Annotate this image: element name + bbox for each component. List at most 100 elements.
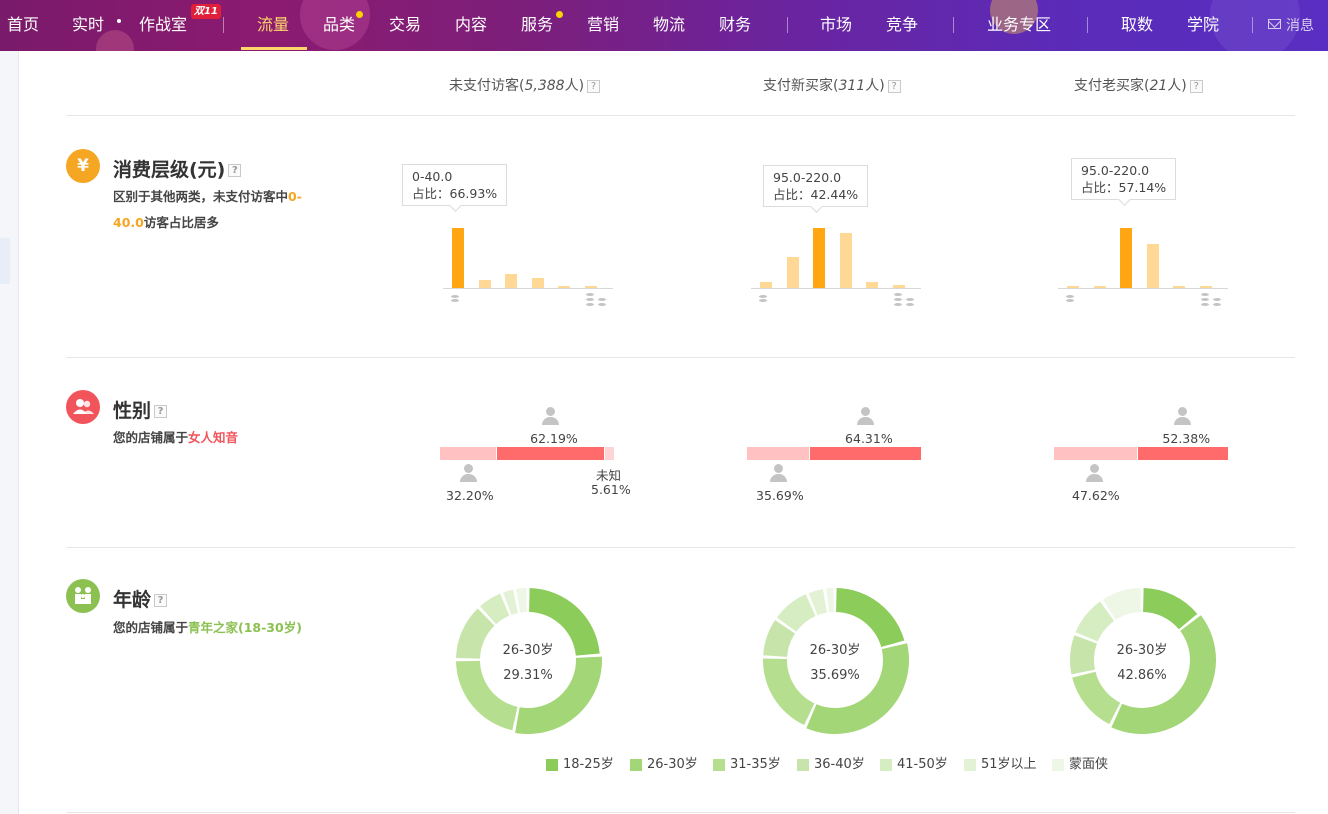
spend-bar[interactable] — [1067, 285, 1079, 288]
help-icon[interactable]: ? — [887, 79, 901, 93]
nav-item-0[interactable]: 首页 — [7, 15, 40, 34]
spend-tooltip: 0-40.0 占比：66.93% — [402, 164, 508, 206]
age-slice-26-30岁[interactable] — [515, 656, 602, 734]
legend-swatch — [546, 759, 558, 771]
donut-center-age: 26-30岁 — [1116, 643, 1168, 658]
nav-item-4[interactable]: 品类 — [323, 15, 356, 34]
age-slice-36-40岁[interactable] — [456, 608, 495, 659]
age-slice-31-35岁[interactable] — [1072, 671, 1121, 725]
spend-bar[interactable] — [1199, 285, 1212, 288]
nav-item-9[interactable]: 物流 — [653, 15, 686, 34]
female-user-icon — [857, 407, 875, 425]
spend-bar[interactable] — [584, 286, 597, 288]
tooltip-range: 95.0-220.0 — [773, 170, 842, 185]
spend-bar[interactable] — [1120, 228, 1132, 288]
gender-bar-male[interactable] — [1054, 447, 1137, 460]
age-slice-51岁以上[interactable] — [808, 589, 827, 616]
spend-bar[interactable] — [786, 256, 799, 288]
legend-swatch — [880, 759, 892, 771]
spend-bar[interactable] — [760, 282, 772, 288]
age-slice-31-35岁[interactable] — [456, 660, 518, 731]
spend-bar[interactable] — [478, 279, 491, 288]
unknown-percent: 5.61% — [591, 482, 631, 497]
gender-bar-male[interactable] — [440, 447, 497, 460]
gender-bar-female[interactable] — [1137, 447, 1228, 460]
age-slice-蒙面侠[interactable] — [1102, 588, 1141, 620]
yen-icon: ¥ — [66, 149, 100, 183]
spend-bar[interactable] — [1093, 285, 1106, 288]
gender-bar-female[interactable] — [810, 447, 921, 460]
help-icon[interactable]: ? — [1189, 79, 1203, 93]
help-icon[interactable]: ? — [154, 594, 168, 607]
nav-item-5[interactable]: 交易 — [389, 15, 422, 34]
age-slice-36-40岁[interactable] — [1070, 635, 1097, 675]
help-icon[interactable]: ? — [228, 164, 242, 177]
age-slice-18-25岁[interactable] — [529, 588, 600, 656]
gender-bar-male[interactable] — [747, 447, 810, 460]
column-header-new-buyers: 支付新买家(311人)? — [763, 75, 901, 95]
column-name: 未支付访客 — [449, 78, 519, 94]
age-donut-chart — [1070, 588, 1216, 734]
nav-item-7[interactable]: 服务 — [521, 15, 554, 34]
age-slice-18-25岁[interactable] — [836, 588, 905, 648]
desc-highlight: 女人知音 — [188, 430, 239, 445]
desc-text: 区别于其他两类，未支付访客中 — [113, 189, 289, 204]
family-icon — [66, 579, 100, 613]
age-slice-26-30岁[interactable] — [806, 643, 909, 734]
male-user-icon — [460, 464, 477, 482]
gender-bar-female[interactable] — [497, 447, 605, 460]
age-slice-41-50岁[interactable] — [1075, 601, 1115, 642]
donut-center-pct: 29.31% — [503, 668, 553, 683]
nav-item-6[interactable]: 内容 — [455, 15, 488, 34]
nav-item-14[interactable]: 取数 — [1121, 15, 1154, 34]
spend-bar[interactable] — [558, 286, 570, 288]
legend-label: 蒙面侠 — [1069, 757, 1109, 772]
spend-bar[interactable] — [892, 285, 905, 288]
spend-bar[interactable] — [866, 282, 878, 288]
spend-bar[interactable] — [1146, 243, 1159, 288]
nav-item-10[interactable]: 财务 — [719, 15, 752, 34]
row-desc-age: 您的店铺属于青年之家(18-30岁) — [113, 615, 318, 641]
spend-bar[interactable] — [1173, 285, 1185, 288]
help-icon[interactable]: ? — [587, 79, 601, 93]
tooltip-range: 0-40.0 — [412, 169, 453, 184]
column-count: 311 — [838, 78, 866, 94]
chart-baseline — [443, 288, 613, 289]
mail-icon[interactable] — [1268, 19, 1281, 29]
nav-item-13[interactable]: 业务专区 — [987, 15, 1052, 34]
age-slice-蒙面侠[interactable] — [826, 588, 834, 613]
age-slice-18-25岁[interactable] — [1143, 588, 1198, 630]
unknown-label: 未知 — [596, 468, 622, 483]
nav-item-3[interactable]: 流量 — [257, 15, 290, 34]
spend-bar[interactable] — [813, 228, 825, 288]
nav-item-11[interactable]: 市场 — [820, 15, 853, 34]
spend-bar[interactable] — [505, 273, 517, 288]
gender-bar-unknown[interactable] — [605, 447, 614, 460]
age-slice-蒙面侠[interactable] — [516, 588, 527, 613]
legend-swatch — [964, 759, 976, 771]
spend-bar[interactable] — [452, 228, 464, 288]
age-slice-51岁以上[interactable] — [503, 589, 518, 615]
nav-item-1[interactable]: 实时 — [72, 15, 105, 34]
age-slice-41-50岁[interactable] — [776, 594, 816, 632]
messages-link[interactable]: 消息 — [1286, 18, 1314, 34]
legend-swatch — [1052, 759, 1064, 771]
nav-item-15[interactable]: 学院 — [1187, 15, 1220, 34]
nav-item-8[interactable]: 营销 — [587, 15, 620, 34]
nav-item-12[interactable]: 竞争 — [886, 15, 919, 34]
divider — [66, 357, 1295, 358]
spend-bar[interactable] — [839, 232, 852, 288]
nav-item-2[interactable]: 作战室 — [139, 15, 188, 34]
help-icon[interactable]: ? — [154, 405, 168, 418]
age-slice-36-40岁[interactable] — [763, 620, 796, 657]
age-slice-31-35岁[interactable] — [763, 658, 815, 726]
age-slice-26-30岁[interactable] — [1111, 615, 1216, 734]
row-title-gender: 性别? — [113, 396, 168, 423]
divider — [66, 115, 1295, 116]
age-slice-41-50岁[interactable] — [480, 593, 510, 625]
tooltip-share: 占比：57.14% — [1081, 180, 1167, 195]
legend-label: 26-30岁 — [647, 757, 698, 772]
spend-bar[interactable] — [531, 278, 544, 288]
double11-badge: 双11 — [191, 4, 221, 19]
desc-highlight: 0-40.0 — [113, 189, 302, 230]
